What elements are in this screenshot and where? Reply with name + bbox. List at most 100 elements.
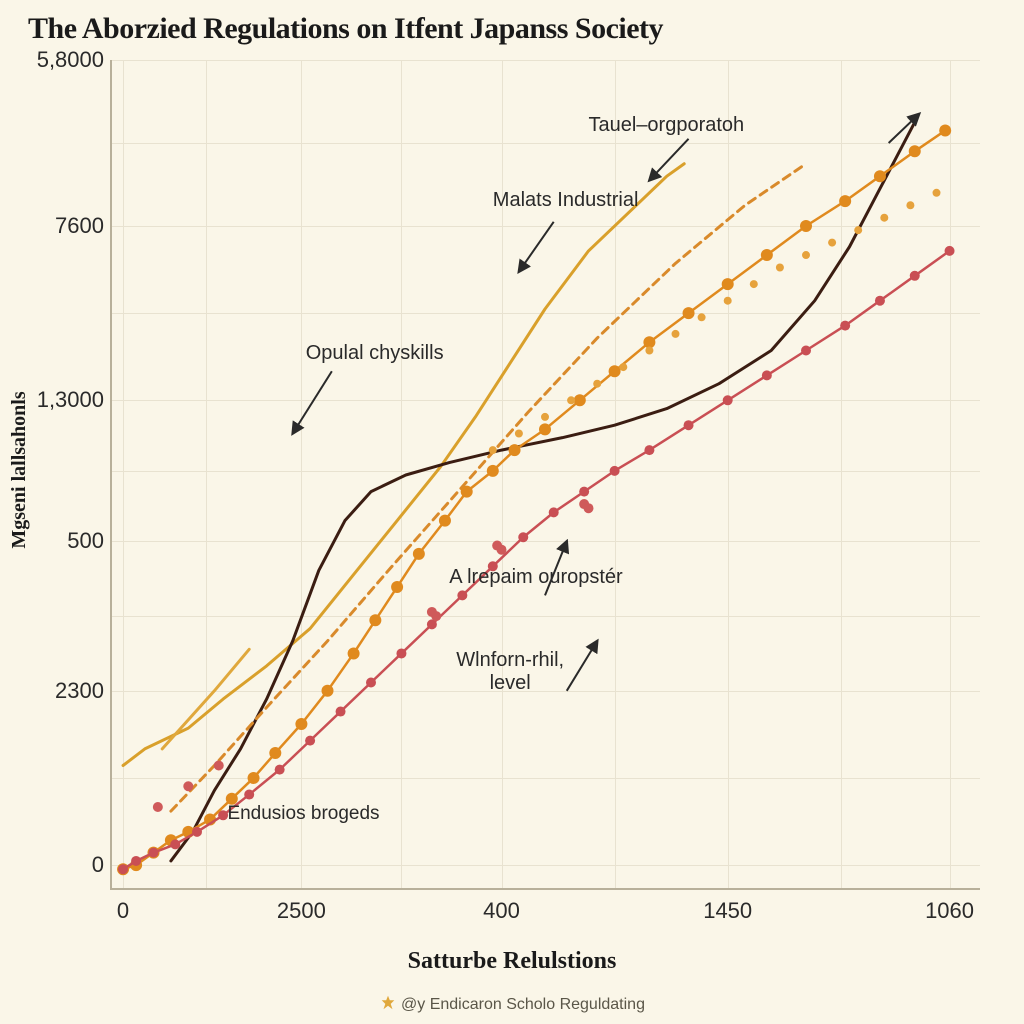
dark-brown-line xyxy=(171,122,915,861)
red-line-markers-marker xyxy=(192,827,202,837)
annotation-label: Malats Industrial xyxy=(493,189,639,212)
chart-title: The Aborzied Regulations on Itfent Japan… xyxy=(28,12,663,46)
red-line-markers-marker xyxy=(457,590,467,600)
orange-scatter-with-line-marker xyxy=(269,747,281,759)
footer-credit: @y Endicaron Scholo Reguldating xyxy=(0,994,1024,1014)
orange-dotted-trail-marker xyxy=(489,446,497,454)
orange-scatter-with-line-marker xyxy=(509,444,521,456)
orange-scatter-with-line-marker xyxy=(800,220,812,232)
orange-scatter-with-line-marker xyxy=(248,772,260,784)
footer-icon xyxy=(379,994,397,1012)
orange-scatter-with-line-marker xyxy=(643,336,655,348)
red-extra-scatter-marker xyxy=(153,802,163,812)
red-line-markers-marker xyxy=(305,736,315,746)
orange-dotted-trail-marker xyxy=(802,251,810,259)
red-line-markers-marker xyxy=(366,678,376,688)
red-line-markers-marker xyxy=(396,648,406,658)
annotation-arrow xyxy=(293,371,332,433)
orange-scatter-with-line-marker xyxy=(909,145,921,157)
orange-scatter-with-line-marker xyxy=(391,581,403,593)
orange-scatter-with-line-marker xyxy=(322,685,334,697)
x-tick-label: 1450 xyxy=(688,898,768,924)
series-layer xyxy=(110,60,980,890)
red-line-markers-marker xyxy=(579,487,589,497)
red-line-markers-marker xyxy=(118,864,128,874)
annotation-label: A lrepaim ouropstér xyxy=(449,566,622,589)
y-tick-label: 1,3000 xyxy=(24,387,104,413)
red-line-markers-marker xyxy=(518,532,528,542)
footer-text: @y Endicaron Scholo Reguldating xyxy=(401,996,645,1013)
red-line-markers-marker xyxy=(840,321,850,331)
orange-scatter-with-line-marker xyxy=(722,278,734,290)
orange-scatter-with-line-marker xyxy=(295,718,307,730)
plot-area: Tauel–orgporatoh Malats Industrial Opulal … xyxy=(110,60,980,890)
orange-dotted-trail-marker xyxy=(619,363,627,371)
y-tick-label: 7600 xyxy=(24,213,104,239)
orange-dotted-trail-marker xyxy=(828,239,836,247)
x-tick-label: 0 xyxy=(83,898,163,924)
red-line-markers-marker xyxy=(610,466,620,476)
orange-scatter-with-line-marker xyxy=(874,170,886,182)
annotation-label: Tauel–orgporatoh xyxy=(589,114,745,137)
y-axis-title: Mgseni lallsahonls xyxy=(8,391,31,548)
orange-scatter-with-line xyxy=(123,131,945,870)
annotation-arrow xyxy=(519,222,554,272)
red-line-markers-marker xyxy=(762,370,772,380)
orange-dash-line xyxy=(171,164,806,811)
red-extra-scatter-marker xyxy=(584,503,594,513)
orange-dotted-trail-marker xyxy=(645,347,653,355)
red-line-markers xyxy=(123,251,950,869)
orange-scatter-with-line-marker xyxy=(761,249,773,261)
red-line-markers-marker xyxy=(549,507,559,517)
orange-dotted-trail-marker xyxy=(541,413,549,421)
orange-scatter-with-line-marker xyxy=(487,465,499,477)
red-extra-scatter-marker xyxy=(183,781,193,791)
annotation-label: Opulal chyskills xyxy=(306,342,444,365)
orange-scatter-with-line-marker xyxy=(461,486,473,498)
orange-dotted-trail-marker xyxy=(933,189,941,197)
red-line-markers-marker xyxy=(910,271,920,281)
orange-dotted-trail-marker xyxy=(567,396,575,404)
red-line-markers-marker xyxy=(644,445,654,455)
orange-scatter-with-line-marker xyxy=(574,394,586,406)
orange-scatter-with-line-marker xyxy=(439,515,451,527)
x-tick-label: 2500 xyxy=(261,898,341,924)
annotation-arrow xyxy=(889,114,919,143)
red-line-markers-marker xyxy=(149,848,159,858)
orange-scatter-with-line-marker xyxy=(413,548,425,560)
x-tick-label: 400 xyxy=(462,898,542,924)
red-extra-scatter-marker xyxy=(214,761,224,771)
annotation-arrow xyxy=(567,641,597,691)
orange-dotted-trail-marker xyxy=(593,380,601,388)
chart-container: The Aborzied Regulations on Itfent Japan… xyxy=(0,0,1024,1024)
annotation-label: Wlnforn-rhil, level xyxy=(456,649,564,695)
orange-dotted-trail-marker xyxy=(672,330,680,338)
orange-dotted-trail-marker xyxy=(776,264,784,272)
orange-dotted-trail-marker xyxy=(906,201,914,209)
annotation-label: Endusios brogeds xyxy=(227,803,379,825)
orange-dotted-trail-marker xyxy=(724,297,732,305)
orange-dotted-trail-marker xyxy=(880,214,888,222)
red-line-markers-marker xyxy=(275,765,285,775)
x-tick-label: 1060 xyxy=(910,898,990,924)
red-line-markers-marker xyxy=(336,707,346,717)
orange-scatter-with-line-marker xyxy=(609,365,621,377)
y-tick-label: 0 xyxy=(24,852,104,878)
y-tick-label: 500 xyxy=(24,528,104,554)
red-extra-scatter-marker xyxy=(431,611,441,621)
red-line-markers-marker xyxy=(945,246,955,256)
orange-dotted-trail-marker xyxy=(750,280,758,288)
red-line-markers-marker xyxy=(875,296,885,306)
red-line-markers-marker xyxy=(801,346,811,356)
red-line-markers-marker xyxy=(244,790,254,800)
orange-dotted-trail-marker xyxy=(854,226,862,234)
red-extra-scatter-marker xyxy=(497,545,507,555)
orange-dotted-trail-marker xyxy=(698,313,706,321)
red-line-markers-marker xyxy=(723,395,733,405)
red-line-markers-marker xyxy=(684,420,694,430)
orange-scatter-with-line-marker xyxy=(348,647,360,659)
orange-scatter-with-line-marker xyxy=(839,195,851,207)
short-yellow-segment xyxy=(162,649,249,749)
orange-dotted-trail-marker xyxy=(515,430,523,438)
x-axis-title: Satturbe Relulstions xyxy=(0,948,1024,975)
